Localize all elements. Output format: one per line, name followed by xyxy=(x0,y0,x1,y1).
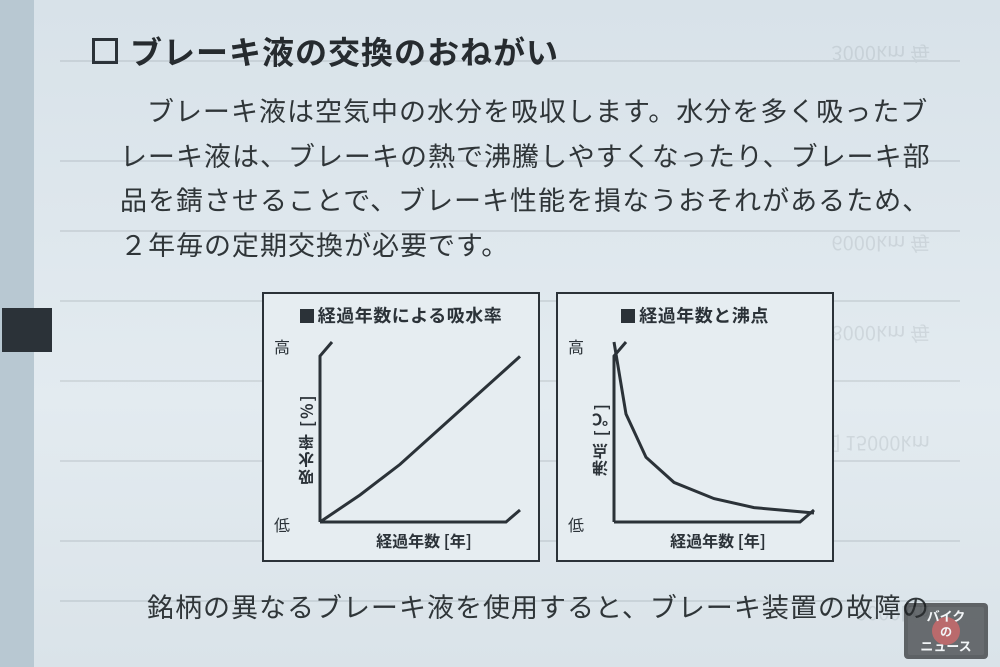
watermark-logo: バイク の ニュース xyxy=(898,601,994,661)
heading-square-icon xyxy=(92,38,118,64)
x-axis-label: 経過年数 [年] xyxy=(320,528,528,552)
y-axis-low-label: 低 xyxy=(274,512,290,536)
svg-text:ニュース: ニュース xyxy=(920,636,971,655)
chart-title-text: 経過年数による吸水率 xyxy=(318,302,502,328)
footer-paragraph: 銘柄の異なるブレーキ液を使用すると、ブレーキ装置の故障の xyxy=(120,584,950,629)
page-index-tab xyxy=(2,308,52,352)
chart-title-text: 経過年数と沸点 xyxy=(639,302,769,328)
chart-boilingpoint-plot xyxy=(614,342,814,522)
section-heading: ブレーキ液の交換のおねがい xyxy=(92,28,950,74)
title-square-icon xyxy=(300,309,314,323)
title-square-icon xyxy=(621,309,635,323)
chart-absorption-title: 経過年数による吸水率 xyxy=(264,302,538,328)
y-axis-high-label: 高 xyxy=(274,334,290,358)
x-axis-label: 経過年数 [年] xyxy=(614,528,822,552)
y-axis-high-label: 高 xyxy=(568,334,584,358)
chart-absorption-plot xyxy=(320,342,520,522)
chart-absorption: 経過年数による吸水率 高 低 吸水率 [%] 経過年数 [年] xyxy=(262,292,540,562)
charts-container: 経過年数による吸水率 高 低 吸水率 [%] 経過年数 [年] 経過年数と沸点 … xyxy=(262,292,950,562)
chart-boilingpoint-svg xyxy=(614,342,814,522)
heading-text: ブレーキ液の交換のおねがい xyxy=(130,28,559,74)
document-page: 3000km 毎 6000km 毎 8000km 毎 初回 15000km 90… xyxy=(0,0,1000,667)
y-axis-label: 沸点 [℃] xyxy=(588,403,612,479)
chart-absorption-svg xyxy=(320,342,520,522)
body-paragraph: ブレーキ液は空気中の水分を吸収します。水分を多く吸ったブレーキ液は、ブレーキの熱… xyxy=(120,88,950,266)
chart-boilingpoint-title: 経過年数と沸点 xyxy=(558,302,832,328)
y-axis-low-label: 低 xyxy=(568,512,584,536)
y-axis-label: 吸水率 [%] xyxy=(294,394,318,487)
chart-boilingpoint: 経過年数と沸点 高 低 沸点 [℃] 経過年数 [年] xyxy=(556,292,834,562)
